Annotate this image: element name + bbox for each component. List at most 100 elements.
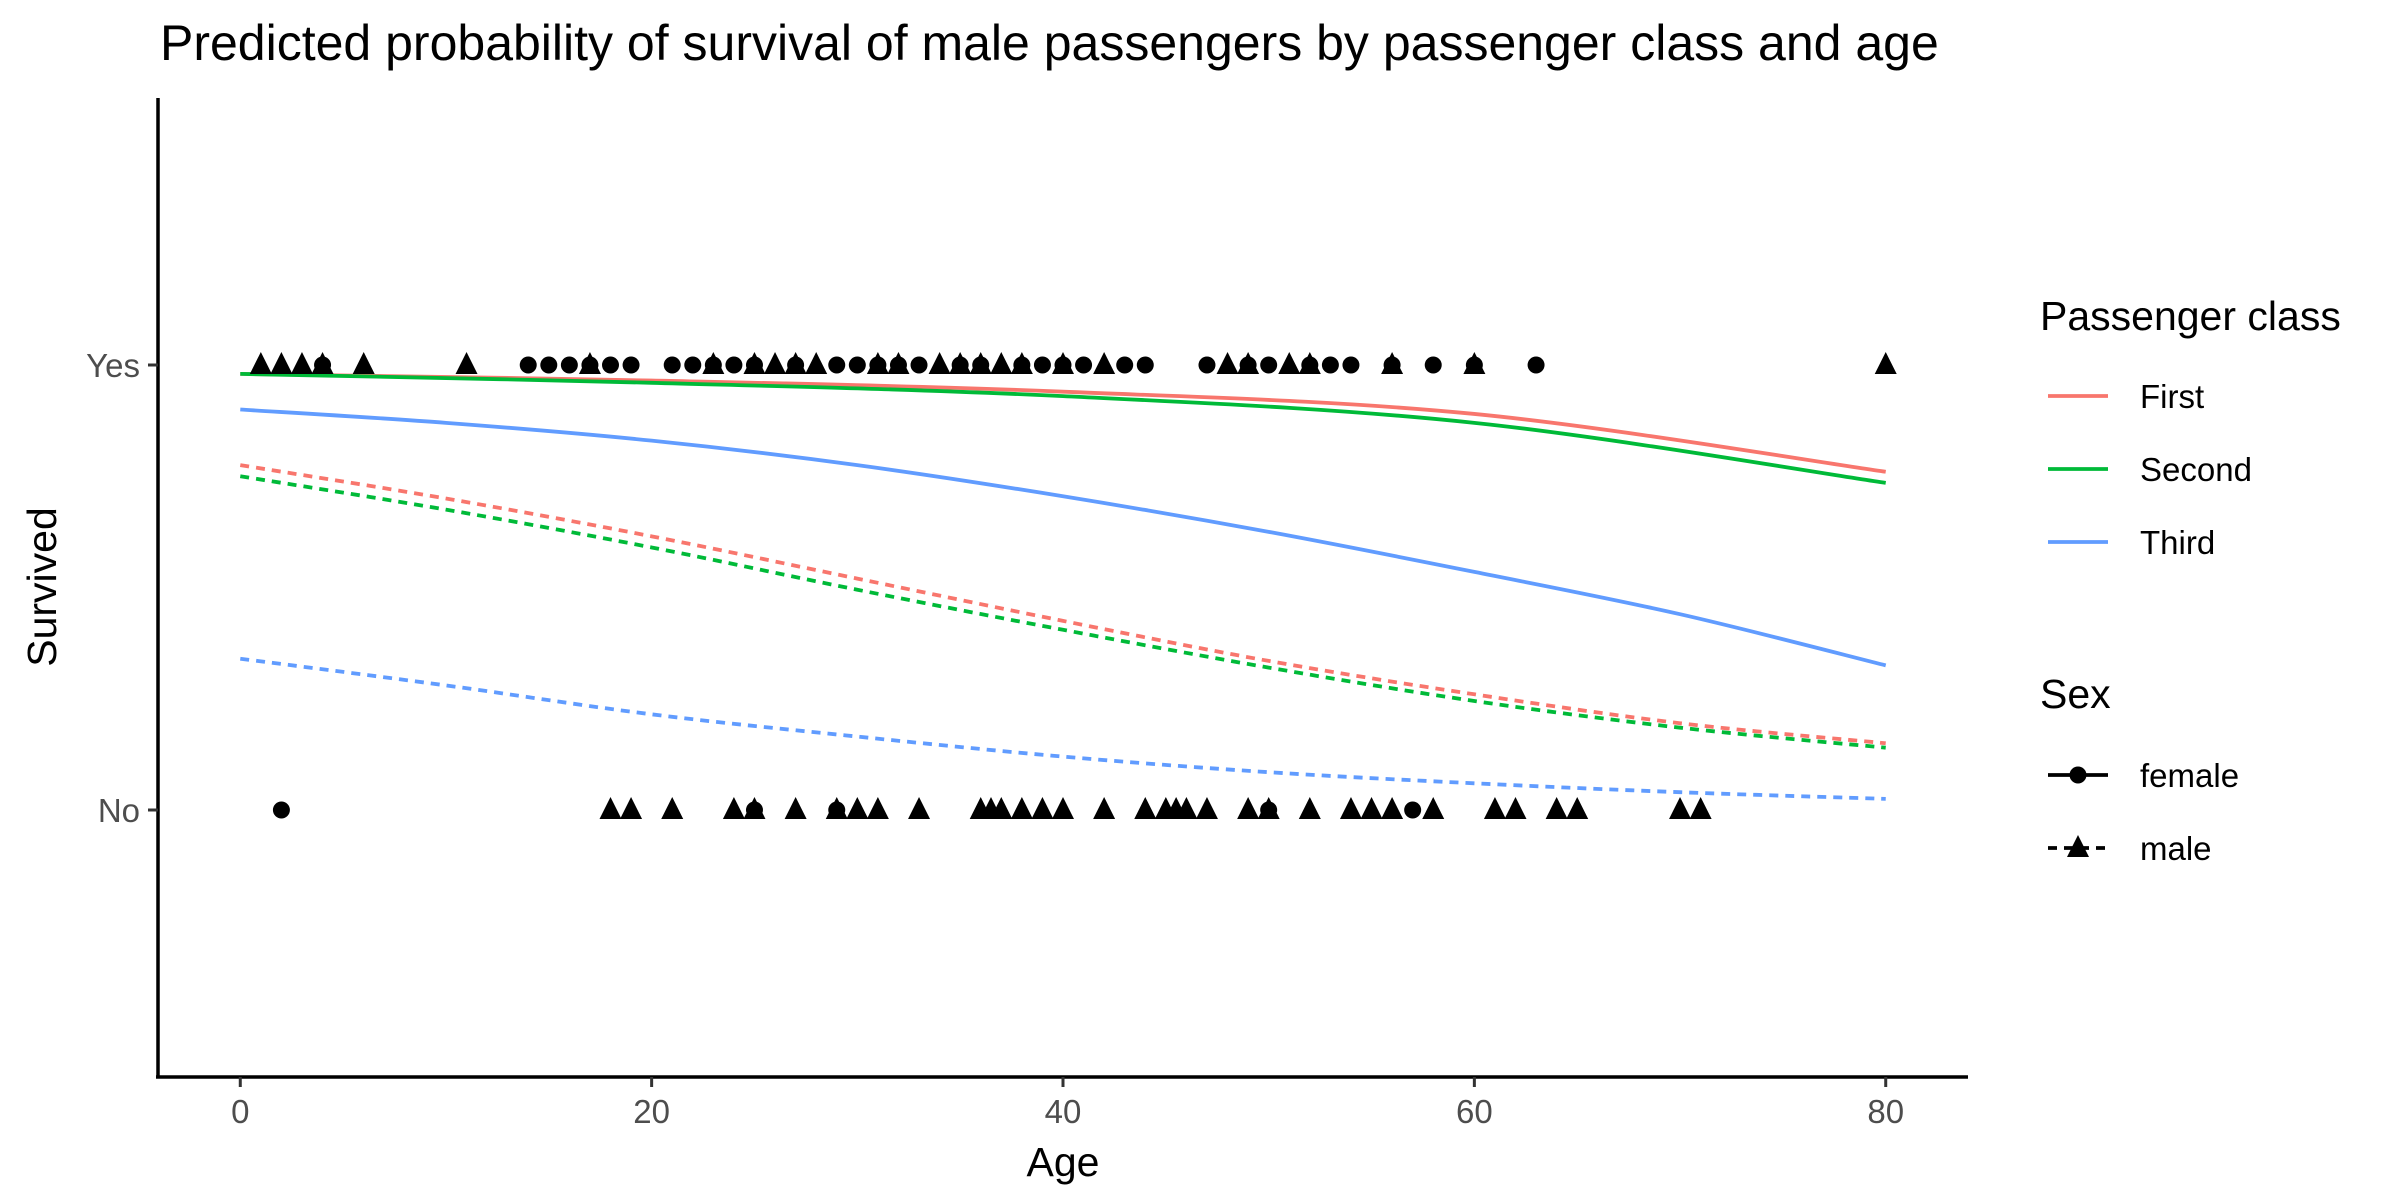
x-axis-ticks: 0 20 40 60 80	[231, 1077, 1904, 1130]
point-survived-female	[1075, 356, 1093, 374]
point-died-male	[1237, 797, 1260, 819]
point-survived-female	[622, 356, 640, 374]
point-died-female	[272, 801, 290, 819]
series-line-second-male	[239, 474, 1886, 750]
point-survived-male	[784, 352, 807, 374]
legend-label-third: Third	[2140, 524, 2215, 561]
point-survived-male	[1278, 352, 1301, 374]
x-tick-label: 0	[231, 1093, 249, 1130]
point-died-male	[784, 797, 807, 819]
point-survived-female	[910, 356, 928, 374]
x-tick-label: 20	[633, 1093, 670, 1130]
point-died-male	[1257, 797, 1280, 819]
y-tick-label: Yes	[86, 347, 140, 384]
point-survived-female	[540, 356, 558, 374]
point-survived-male	[455, 352, 478, 374]
point-died-male	[661, 797, 684, 819]
point-died-male	[846, 797, 869, 819]
point-survived-female	[1198, 356, 1216, 374]
point-died-male	[866, 797, 889, 819]
point-survived-male	[990, 352, 1013, 374]
point-died-male	[825, 797, 848, 819]
x-axis-title: Age	[1027, 1139, 1100, 1185]
point-survived-female	[1136, 356, 1154, 374]
point-survived-female	[663, 356, 681, 374]
point-survived-male	[352, 352, 375, 374]
legend-sex-items: female male	[2048, 757, 2239, 867]
point-survived-male	[1381, 352, 1404, 374]
series-line-first-female	[240, 372, 1886, 474]
point-survived-female	[1342, 356, 1360, 374]
series-lines	[239, 372, 1887, 801]
point-survived-female	[1321, 356, 1339, 374]
point-died-male	[908, 797, 931, 819]
point-survived-female	[1424, 356, 1442, 374]
y-tick-label: No	[98, 792, 140, 829]
legend-label-male: male	[2140, 830, 2212, 867]
point-died-male	[1339, 797, 1362, 819]
data-points	[249, 352, 1897, 819]
point-survived-female	[848, 356, 866, 374]
point-survived-female	[1527, 356, 1545, 374]
point-died-male	[1031, 797, 1054, 819]
point-survived-male	[887, 352, 910, 374]
x-tick-label: 80	[1867, 1093, 1904, 1130]
legend-key-marker-female	[2069, 766, 2087, 784]
point-survived-female	[1116, 356, 1134, 374]
point-died-male	[1566, 797, 1589, 819]
legend: Passenger class First Second Third Sex fem…	[2040, 293, 2341, 867]
point-died-male	[990, 797, 1013, 819]
legend-label-first: First	[2140, 378, 2204, 415]
point-survived-male	[1874, 352, 1897, 374]
point-survived-male	[1463, 352, 1486, 374]
point-survived-male	[743, 352, 766, 374]
point-survived-female	[1033, 356, 1051, 374]
point-survived-female	[602, 356, 619, 374]
point-survived-female	[828, 356, 846, 374]
point-survived-male	[290, 352, 313, 374]
point-survived-male	[1216, 352, 1239, 374]
plot-area: 0 20 40 60 80 No Yes	[86, 98, 1968, 1130]
point-survived-male	[1298, 352, 1321, 374]
point-died-male	[1010, 797, 1033, 819]
point-survived-male	[805, 352, 828, 374]
point-died-male	[722, 797, 745, 819]
chart-title: Predicted probability of survival of mal…	[160, 15, 1939, 71]
point-died-male	[1360, 797, 1383, 819]
legend-key-marker-male	[2067, 835, 2089, 857]
point-survived-female	[1260, 356, 1278, 374]
point-survived-male	[249, 352, 272, 374]
series-line-third-female	[240, 407, 1887, 668]
point-survived-male	[1237, 352, 1260, 374]
point-died-male	[599, 797, 622, 819]
series-line-third-male	[240, 656, 1886, 801]
point-survived-female	[560, 356, 578, 374]
point-survived-male	[969, 352, 992, 374]
point-survived-female	[725, 356, 743, 374]
point-died-male	[1422, 797, 1445, 819]
y-axis-ticks: No Yes	[86, 347, 158, 829]
point-survived-female	[519, 356, 537, 374]
series-line-second-female	[240, 372, 1887, 485]
point-survived-male	[1093, 352, 1116, 374]
point-died-male	[1504, 797, 1527, 819]
x-tick-label: 40	[1045, 1093, 1082, 1130]
series-line-first-male	[239, 463, 1886, 746]
point-died-male	[1134, 797, 1157, 819]
point-died-male	[1669, 797, 1692, 819]
point-died-male	[1093, 797, 1116, 819]
legend-class-title: Passenger class	[2040, 293, 2341, 339]
point-died-male	[1052, 797, 1074, 819]
point-survived-male	[764, 352, 787, 374]
point-survived-male	[1052, 352, 1074, 374]
point-survived-male	[1010, 352, 1033, 374]
legend-sex-title: Sex	[2040, 671, 2111, 717]
point-died-male	[1545, 797, 1568, 819]
point-survived-male	[928, 352, 951, 374]
x-tick-label: 60	[1456, 1093, 1493, 1130]
point-died-male	[1195, 797, 1218, 819]
point-survived-male	[311, 352, 334, 374]
point-died-female	[1404, 801, 1422, 819]
point-survived-male	[270, 352, 293, 374]
